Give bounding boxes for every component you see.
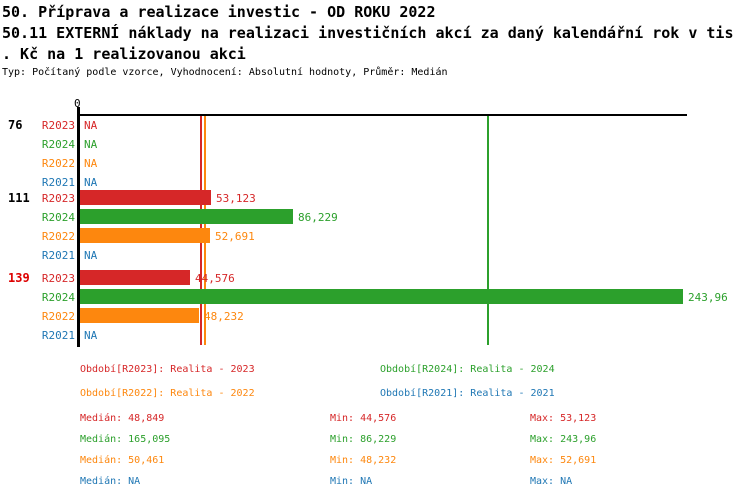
series-label-76-R2021: R2021 xyxy=(41,176,75,189)
na-value-76-R2022: NA xyxy=(84,157,98,170)
series-label-111-R2021: R2021 xyxy=(41,249,75,262)
stat-max-R2023: Max: 53,123 xyxy=(530,413,597,424)
bar-139-R2024 xyxy=(80,289,683,304)
stats-table: Medián: 48,849 Min: 44,576 Max: 53,123 Medi… xyxy=(0,406,750,498)
axis-zero-tick: 0 xyxy=(74,97,81,110)
series-label-111-R2023: R2023 xyxy=(41,192,75,205)
series-label-76-R2024: R2024 xyxy=(41,138,75,151)
stat-median-R2021: Medián: NA xyxy=(80,476,141,487)
stat-max-R2022: Max: 52,691 xyxy=(530,455,597,466)
series-label-76-R2023: R2023 xyxy=(41,119,75,132)
legend-item-R2022: Období[R2022]: Realita - 2022 xyxy=(80,388,255,399)
bar-value-111-R2023: 53,123 xyxy=(216,192,256,205)
stat-min-R2023: Min: 44,576 xyxy=(330,413,397,424)
bar-139-R2022 xyxy=(80,308,199,323)
x-axis-line xyxy=(78,114,687,116)
group-label-76: 76 xyxy=(8,118,23,132)
stat-median-R2024: Medián: 165,095 xyxy=(80,434,171,445)
stat-median-R2022: Medián: 50,461 xyxy=(80,455,165,466)
bar-value-139-R2022: 48,232 xyxy=(204,310,244,323)
series-label-139-R2024: R2024 xyxy=(41,291,75,304)
series-label-111-R2022: R2022 xyxy=(41,230,75,243)
legend-item-R2023: Období[R2023]: Realita - 2023 xyxy=(80,364,255,375)
bar-111-R2023 xyxy=(80,190,211,205)
na-value-111-R2021: NA xyxy=(84,249,98,262)
chart-legend: Období[R2023]: Realita - 2023 Období[R202… xyxy=(0,356,750,406)
bar-111-R2024 xyxy=(80,209,293,224)
report-subtitle-line2: . Kč na 1 realizovanou akci xyxy=(2,45,246,63)
legend-item-R2024: Období[R2024]: Realita - 2024 xyxy=(380,364,555,375)
stat-min-R2021: Min: NA xyxy=(330,476,373,487)
series-label-139-R2022: R2022 xyxy=(41,310,75,323)
bar-chart: 0 76 R2023 NA R2024 NA R2022 NA R2021 NA 111 R2023 5… xyxy=(8,97,728,347)
stat-max-R2021: Max: NA xyxy=(530,476,573,487)
median-line-R2024 xyxy=(487,116,490,345)
group-label-139: 139 xyxy=(8,271,30,285)
legend-item-R2021: Období[R2021]: Realita - 2021 xyxy=(380,388,555,399)
bar-value-111-R2024: 86,229 xyxy=(298,211,338,224)
stat-min-R2022: Min: 48,232 xyxy=(330,455,397,466)
series-label-139-R2021: R2021 xyxy=(41,329,75,342)
report-subtitle-line1: 50.11 EXTERNÍ náklady na realizaci inves… xyxy=(2,24,734,42)
na-value-76-R2021: NA xyxy=(84,176,98,189)
bar-111-R2022 xyxy=(80,228,210,243)
y-axis-line xyxy=(77,107,80,347)
series-label-139-R2023: R2023 xyxy=(41,272,75,285)
bar-value-139-R2024: 243,96 xyxy=(688,291,728,304)
bar-value-111-R2022: 52,691 xyxy=(215,230,255,243)
series-label-111-R2024: R2024 xyxy=(41,211,75,224)
series-label-76-R2022: R2022 xyxy=(41,157,75,170)
group-label-111: 111 xyxy=(8,191,30,205)
report-meta-line: Typ: Počítaný podle vzorce, Vyhodnocení:… xyxy=(2,67,448,78)
report-title: 50. Příprava a realizace investic - OD R… xyxy=(2,3,436,21)
na-value-139-R2021: NA xyxy=(84,329,98,342)
bar-139-R2023 xyxy=(80,270,190,285)
na-value-76-R2024: NA xyxy=(84,138,98,151)
stat-max-R2024: Max: 243,96 xyxy=(530,434,597,445)
na-value-76-R2023: NA xyxy=(84,119,98,132)
bar-value-139-R2023: 44,576 xyxy=(195,272,235,285)
stat-min-R2024: Min: 86,229 xyxy=(330,434,397,445)
stat-median-R2023: Medián: 48,849 xyxy=(80,413,165,424)
